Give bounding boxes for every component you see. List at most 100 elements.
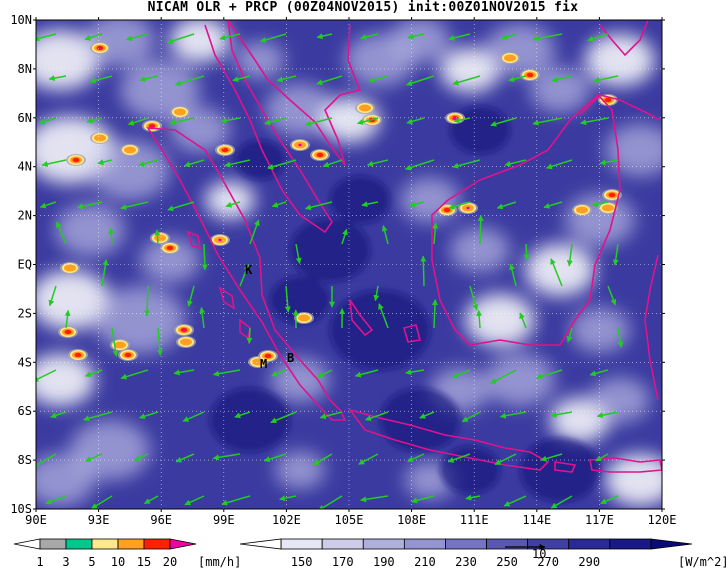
wind-arrow xyxy=(246,327,253,344)
wind-arrow xyxy=(101,259,109,287)
vector-reference-label: 10 xyxy=(532,547,546,561)
wind-arrow xyxy=(224,159,251,168)
precip-cell xyxy=(142,120,162,132)
wind-arrow xyxy=(543,201,563,209)
wind-arrow xyxy=(432,222,439,245)
precip-cell xyxy=(458,202,478,214)
wind-arrow xyxy=(361,201,379,208)
wind-arrow xyxy=(465,494,481,501)
wind-arrow xyxy=(566,327,573,343)
wind-arrow xyxy=(550,411,573,418)
lat-tick-label: 6N xyxy=(18,111,32,125)
wind-arrow xyxy=(167,201,195,212)
wind-arrow xyxy=(316,33,333,40)
wind-arrow xyxy=(279,495,297,502)
wind-arrow xyxy=(108,227,115,245)
precip-cell xyxy=(210,234,230,246)
wind-arrow xyxy=(365,411,389,421)
wind-arrow xyxy=(319,411,343,420)
wind-arrow xyxy=(220,117,241,124)
precip-tick-label: 10 xyxy=(111,555,125,569)
precip-tick-label: 20 xyxy=(163,555,177,569)
olr-tick-label: 210 xyxy=(414,555,436,569)
wind-arrow xyxy=(589,369,609,377)
olr-tick-label: 150 xyxy=(291,555,313,569)
lat-tick-label: 4N xyxy=(18,160,32,174)
wind-arrow xyxy=(499,411,527,419)
wind-arrow xyxy=(249,219,260,245)
wind-arrow xyxy=(381,225,389,245)
precip-cell xyxy=(176,336,196,348)
wind-arrow xyxy=(219,33,241,41)
wind-arrow xyxy=(84,369,103,378)
olr-colorbar: 150 170 190 210 230 250 270 290 xyxy=(239,538,693,569)
latitude-labels: 10N 8N 6N 4N 2N EQ 2S 4S 6S 8S 10S xyxy=(10,13,32,516)
olr-tick-label: 290 xyxy=(578,555,600,569)
marker-m: M xyxy=(260,357,267,371)
precip-cell xyxy=(120,144,140,156)
wind-arrow xyxy=(284,285,291,313)
wind-arrow xyxy=(406,117,425,125)
wind-arrow xyxy=(187,285,195,307)
wind-arrow xyxy=(84,453,103,462)
olr-tick-label: 230 xyxy=(455,555,477,569)
precip-tick-label: 15 xyxy=(137,555,151,569)
wind-arrow xyxy=(48,285,57,307)
precip-cell xyxy=(294,312,314,324)
wind-arrow xyxy=(469,285,479,311)
wind-arrow xyxy=(595,453,609,462)
wind-arrow xyxy=(221,495,251,506)
wind-arrow xyxy=(476,309,483,329)
wind-arrow xyxy=(550,258,563,287)
precip-cell xyxy=(215,144,235,156)
olr-tick-label: 170 xyxy=(332,555,354,569)
wind-arrow xyxy=(366,159,389,167)
lon-tick-label: 111E xyxy=(460,513,489,527)
wind-arrow xyxy=(50,411,67,419)
borneo-coastline xyxy=(431,93,621,346)
wind-arrow xyxy=(38,117,57,125)
wind-arrow xyxy=(490,369,517,385)
wind-arrow xyxy=(166,33,195,44)
wind-arrow xyxy=(599,159,619,166)
wind-arrow xyxy=(447,453,471,463)
wind-arrow xyxy=(259,33,287,43)
precip-cell xyxy=(118,349,138,361)
wind-arrow xyxy=(120,201,149,210)
wind-arrow xyxy=(199,306,206,329)
wind-arrow xyxy=(448,33,471,41)
wind-arrow xyxy=(36,33,57,42)
olr-tick-label: 190 xyxy=(373,555,395,569)
wind-arrow xyxy=(76,201,103,210)
precip-cell xyxy=(500,52,520,64)
wind-arrow xyxy=(86,117,103,124)
precip-colorbar: 1 3 5 10 15 20 xyxy=(13,538,197,569)
wind-arrow xyxy=(126,33,149,42)
wind-arrow xyxy=(451,369,471,379)
wind-arrow xyxy=(509,263,517,287)
malay-peninsula-coastline xyxy=(204,20,333,234)
lon-tick-label: 105E xyxy=(335,513,364,527)
precip-cell xyxy=(310,149,330,161)
wind-arrow xyxy=(358,453,379,465)
lat-tick-label: 8N xyxy=(18,62,32,76)
wind-arrow xyxy=(504,159,527,167)
wind-arrow xyxy=(84,33,103,41)
wind-arrow xyxy=(134,453,149,462)
olr-tick-label: 250 xyxy=(496,555,518,569)
wind-arrow xyxy=(580,117,609,126)
lat-tick-label: EQ xyxy=(18,258,32,272)
bangka-coastline xyxy=(349,299,374,337)
sumatra-coastline xyxy=(146,127,347,421)
wind-arrow xyxy=(532,117,563,126)
wind-arrow xyxy=(341,228,348,245)
wind-arrow xyxy=(587,33,609,42)
wind-arrow xyxy=(405,159,435,171)
wind-arrow xyxy=(378,303,389,329)
wind-arrow xyxy=(490,117,517,127)
wind-arrow xyxy=(36,453,57,469)
wind-arrow xyxy=(360,33,379,40)
wind-arrow xyxy=(173,369,195,376)
lon-tick-label: 96E xyxy=(150,513,172,527)
wind-arrow xyxy=(144,495,159,505)
